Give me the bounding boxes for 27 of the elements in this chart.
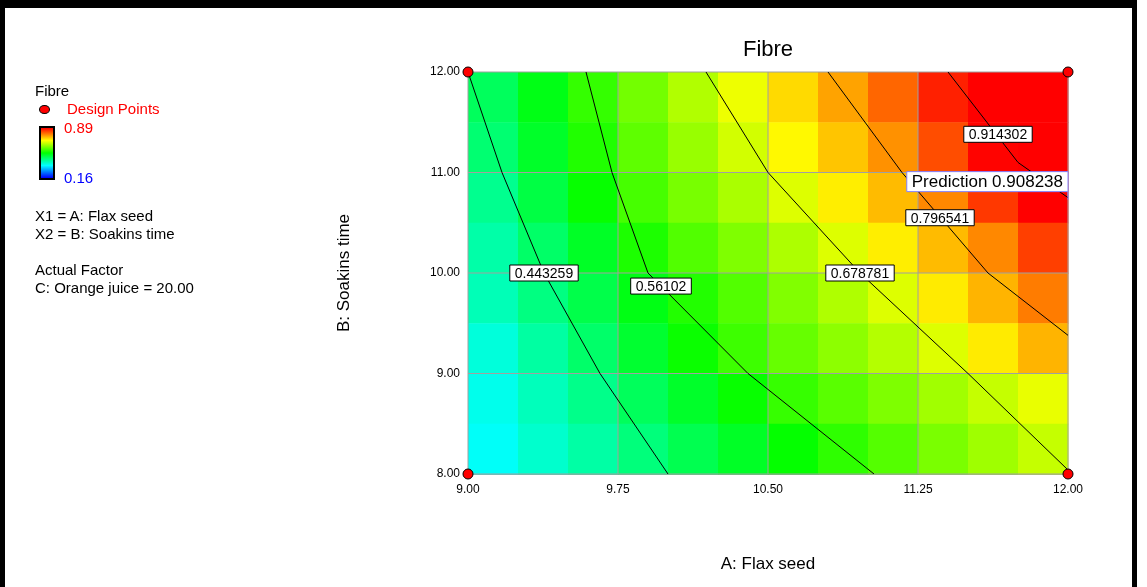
annotation: 0.443259 bbox=[514, 264, 574, 281]
color-bar-label: 0.89 bbox=[64, 119, 94, 137]
x-tick-label: 12.00 bbox=[1052, 481, 1084, 496]
annotation: 0.56102 bbox=[635, 277, 687, 294]
y-tick-label: 9.00 bbox=[436, 365, 461, 380]
y-tick-label: 10.00 bbox=[429, 265, 461, 280]
x-tick-label: 9.75 bbox=[606, 481, 630, 496]
x-tick-label: 10.50 bbox=[752, 481, 784, 496]
annotation: 0.796541 bbox=[910, 209, 970, 226]
y-tick-label: 8.00 bbox=[436, 466, 461, 481]
x-tick-label: 9.00 bbox=[456, 481, 480, 496]
chart-title: Fibre bbox=[741, 36, 795, 62]
x-tick-label: 11.25 bbox=[903, 481, 933, 496]
text: Actual Factor bbox=[35, 261, 125, 279]
annotation: Prediction 0.908238 bbox=[911, 172, 1064, 192]
color-bar-label: 0.16 bbox=[64, 169, 94, 187]
y-axis-title: B: Soakins time bbox=[333, 213, 353, 333]
annotation: 0.678781 bbox=[830, 264, 890, 281]
text: X2 = B: Soakins time bbox=[35, 225, 176, 243]
annotation: 0.914302 bbox=[968, 126, 1028, 143]
legend-title: Fibre bbox=[35, 82, 71, 100]
y-tick-label: 11.00 bbox=[430, 164, 461, 179]
y-tick-label: 12.00 bbox=[429, 64, 461, 79]
text: C: Orange juice = 20.00 bbox=[35, 279, 194, 297]
legend-label: Design Points bbox=[67, 100, 160, 118]
x-axis-title: A: Flax seed bbox=[720, 554, 816, 574]
text: X1 = A: Flax seed bbox=[35, 207, 154, 225]
